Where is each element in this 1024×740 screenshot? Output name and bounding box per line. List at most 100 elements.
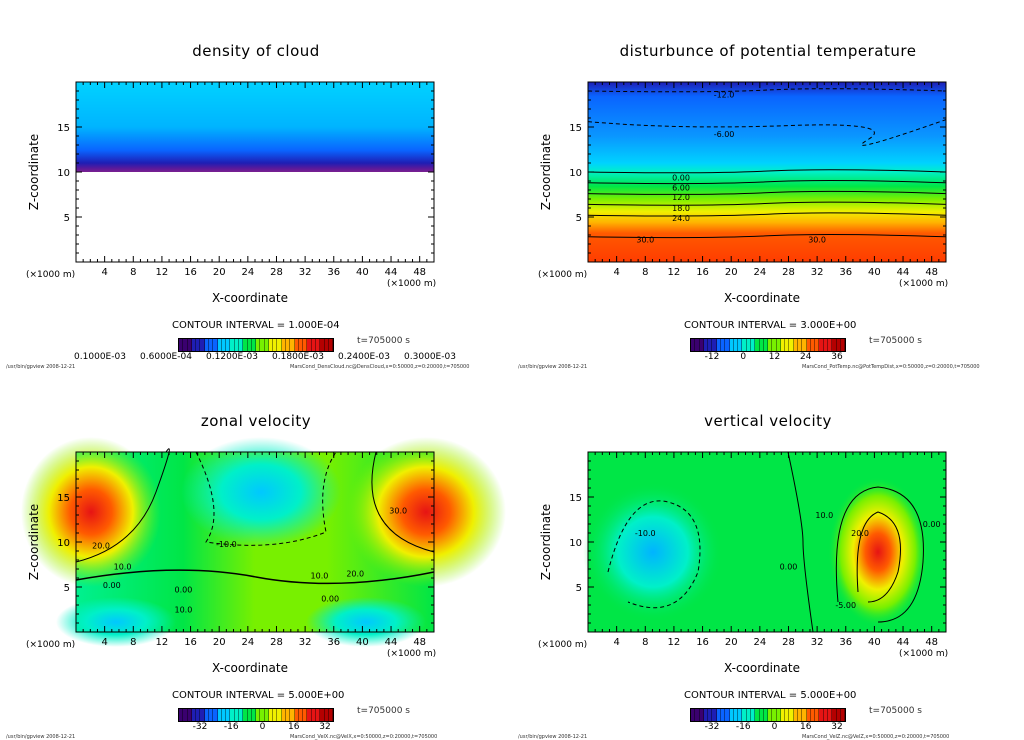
colorbar-swatch: [729, 339, 734, 351]
colorbar-swatch: [290, 339, 295, 351]
colorbar-swatch: [806, 339, 811, 351]
colorbar-swatch: [798, 339, 803, 351]
colorbar-swatch: [695, 339, 700, 351]
x-tick-label: 12: [668, 267, 681, 278]
contour-line: [371, 451, 435, 553]
contour-label: 20.0: [851, 529, 869, 538]
contour-interval: CONTOUR INTERVAL = 5.000E+00: [684, 690, 857, 701]
colorbar-swatch: [725, 339, 730, 351]
x-tick-label: 28: [270, 267, 283, 278]
y-tick-label: 5: [576, 213, 582, 224]
x-tick-label: 24: [753, 637, 766, 648]
colorbar-swatch: [768, 709, 773, 721]
colorbar-swatch: [703, 339, 709, 351]
colorbar-swatch: [806, 709, 811, 721]
colorbar-swatch: [695, 709, 700, 721]
max-region: [21, 437, 161, 587]
y-tick-label: 10: [57, 538, 70, 549]
contour-line: [587, 190, 947, 195]
colorbar-swatch: [226, 709, 231, 721]
y-tick-label: 5: [64, 583, 70, 594]
colorbar-swatch: [179, 709, 184, 721]
x-tick-label: 20: [725, 637, 738, 648]
colorbar-swatch: [763, 709, 769, 721]
colorbar-swatch: [759, 709, 764, 721]
colorbar-swatch: [247, 339, 252, 351]
colorbar-swatch: [768, 339, 773, 351]
colorbar-swatch: [716, 709, 721, 721]
colorbar-swatch: [316, 709, 321, 721]
contour-label: 10.0: [311, 571, 329, 580]
colorbar-swatch: [273, 709, 278, 721]
colorbar-swatch: [712, 339, 717, 351]
colorbar-swatch: [281, 339, 287, 351]
contour-line: [587, 169, 947, 174]
x-tick-label: 4: [613, 637, 619, 648]
x-tick-label: 8: [130, 267, 136, 278]
colorbar-swatch: [213, 339, 218, 351]
x-tick-label: 12: [668, 637, 681, 648]
colorbar-label: 0.6000E-04: [140, 352, 192, 362]
colorbar-swatch: [277, 709, 282, 721]
colorbar-swatch: [316, 339, 321, 351]
contour-label: 0.00: [923, 520, 941, 529]
colorbar-label: 0.1800E-03: [272, 352, 324, 362]
colorbar: [178, 708, 334, 722]
contour-interval: CONTOUR INTERVAL = 3.000E+00: [684, 320, 857, 331]
colorbar-swatch: [708, 709, 713, 721]
colorbar-swatch: [264, 709, 269, 721]
x-tick-label: 8: [642, 267, 648, 278]
colorbar-swatch: [294, 339, 299, 351]
colorbar-swatch: [780, 339, 786, 351]
colorbar-swatch: [298, 339, 304, 351]
x-tick-label: 36: [839, 267, 852, 278]
colorbar-swatch: [832, 709, 837, 721]
colorbar-swatch: [324, 709, 329, 721]
colorbar-swatch: [776, 339, 781, 351]
colorbar-swatch: [226, 339, 231, 351]
chart-panel-2: disturbunce of potential temperature -12.…: [512, 0, 1024, 370]
colorbar-swatch: [208, 339, 214, 351]
colorbar-label: -32: [192, 722, 208, 732]
x-tick-label: 12: [156, 267, 169, 278]
y-tick-label: 10: [569, 538, 582, 549]
colorbar-swatch: [256, 709, 261, 721]
colorbar-swatch: [836, 339, 841, 351]
colorbar-swatch: [191, 339, 197, 351]
x-unit-label: (×1000 m): [387, 279, 437, 289]
colorbar-swatch: [832, 339, 837, 351]
footer-right: MarsCond_VelX.nc@VelX,x=0:50000,z=0:2000…: [290, 734, 438, 740]
colorbar-swatch: [785, 339, 790, 351]
colorbar-label: 24: [800, 352, 812, 362]
colorbar-swatch: [798, 709, 803, 721]
colorbar-swatch: [281, 709, 287, 721]
footer-left: /usr/bin/gpview 2008-12-21: [518, 734, 588, 740]
colorbar-swatch: [243, 339, 248, 351]
contour-line: [195, 451, 337, 546]
contour-label: 20.0: [92, 542, 110, 551]
x-tick-label: 44: [385, 637, 398, 648]
contour-label: -6.00: [714, 130, 735, 139]
y-tick-label: 5: [64, 213, 70, 224]
y-tick-label: 15: [57, 123, 70, 134]
chart-panel-4: vertical velocity -10.0 0.00 10.0 20.0 0.00 -5…: [512, 370, 1024, 740]
colorbar-swatch: [708, 339, 713, 351]
colorbar-swatch: [204, 339, 209, 351]
x-axis-label: X-coordinate: [212, 661, 288, 675]
colorbar-swatch: [217, 709, 222, 721]
y-tick-label: 15: [57, 493, 70, 504]
colorbar-swatch: [260, 339, 265, 351]
plot-area: 20.0 10.0 0.00 0.00 -10.0 10.0 10.0 20.0 0.00 30.…: [21, 437, 506, 648]
x-axis-label: X-coordinate: [724, 661, 800, 675]
colorbar-swatch: [793, 709, 799, 721]
colorbar-swatch: [294, 709, 299, 721]
colorbar-swatch: [703, 709, 709, 721]
contour-line: [607, 500, 701, 609]
x-tick-label: 28: [782, 267, 795, 278]
contour-line: [835, 486, 924, 623]
time-label: t=705000 s: [357, 336, 410, 346]
x-axis-label: X-coordinate: [212, 291, 288, 305]
colorbar-swatch: [840, 709, 846, 721]
colorbar-swatch: [772, 709, 777, 721]
contour-line: [587, 234, 947, 239]
